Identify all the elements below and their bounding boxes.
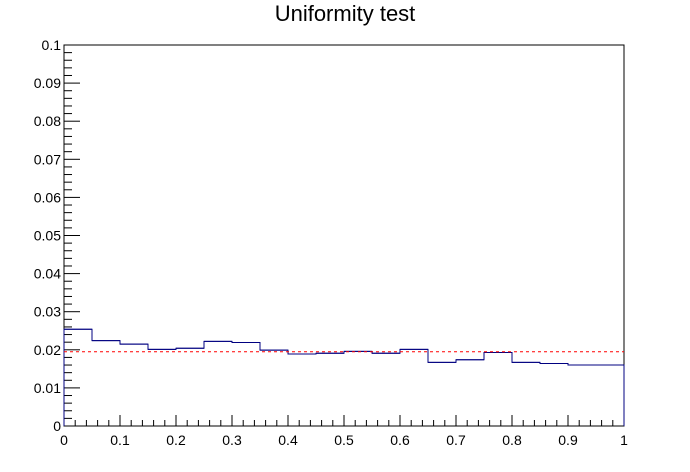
x-tick-label: 0.1 [110,432,130,448]
x-tick-label: 1 [620,432,628,448]
y-tick-label: 0.08 [34,113,61,129]
x-tick-label: 0.7 [446,432,466,448]
y-tick-label: 0 [53,418,61,434]
y-tick-label: 0.04 [34,266,61,282]
y-tick-label: 0.01 [34,380,61,396]
x-tick-label: 0.3 [222,432,242,448]
y-tick-label: 0.03 [34,304,61,320]
x-tick-label: 0.2 [166,432,186,448]
x-tick-label: 0.9 [558,432,578,448]
y-tick-label: 0.07 [34,151,61,167]
y-tick-label: 0.06 [34,189,61,205]
y-tick-label: 0.1 [42,37,62,53]
x-tick-label: 0.8 [502,432,522,448]
plot-frame [63,44,625,427]
x-tick-label: 0.4 [278,432,298,448]
x-tick-label: 0 [60,432,68,448]
y-tick-label: 0.02 [34,342,61,358]
chart-marks [63,328,625,426]
axes: 0 0.1 0.2 0.3 0.4 0.5 0.6 0.7 0.8 0.9 1 0 0.01 0.02 0.… [34,37,628,448]
chart-title: Uniformity test [274,1,416,26]
y-tick-label: 0.09 [34,75,61,91]
x-tick-label: 0.6 [390,432,410,448]
y-tick-label: 0.05 [34,228,61,244]
x-tick-label: 0.5 [334,432,354,448]
